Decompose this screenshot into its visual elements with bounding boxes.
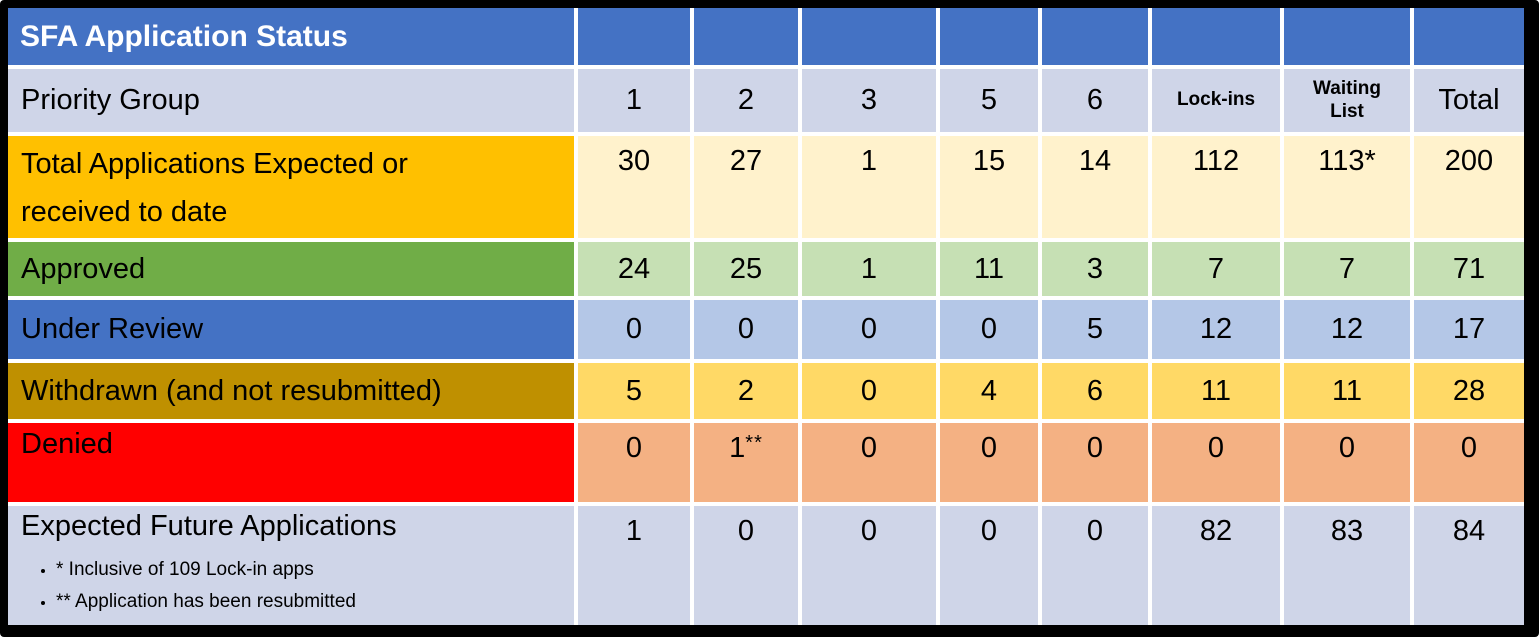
value-cell: 17 [1414,300,1524,359]
column-header-2: 2 [694,69,798,132]
value-cell: 11 [1152,363,1280,419]
value-cell: 1 [578,506,690,625]
header-spacer-cell [1414,8,1524,65]
value-cell: 11 [940,242,1038,296]
value-cell-with-footnote: 1 ** [694,423,798,502]
value-cell: 200 [1414,136,1524,238]
footnote-item: ** Application has been resubmitted [56,586,356,618]
value-cell: 25 [694,242,798,296]
header-spacer-cell [1152,8,1280,65]
value-cell: 0 [694,506,798,625]
header-spacer-cell [940,8,1038,65]
row-label-text: Expected Future Applications [21,510,397,542]
header-spacer-cell [1284,8,1410,65]
value-cell: 28 [1414,363,1524,419]
row-label-withdrawn: Withdrawn (and not resubmitted) [8,363,574,419]
value-cell: 0 [940,423,1038,502]
footnote-item: * Inclusive of 109 Lock-in apps [56,554,356,586]
value-cell: 0 [1042,506,1148,625]
value-text: 1 [729,432,746,464]
row-label-expected-future: Expected Future Applications * Inclusive… [8,506,574,625]
value-cell: 1 [802,242,936,296]
value-cell: 4 [940,363,1038,419]
row-label-approved: Approved [8,242,574,296]
value-cell: 0 [578,300,690,359]
column-header-lock-ins: Lock-ins [1152,69,1280,132]
value-cell: 27 [694,136,798,238]
value-cell: 5 [578,363,690,419]
value-cell: 0 [1414,423,1524,502]
value-cell: 112 [1152,136,1280,238]
value-cell: 24 [578,242,690,296]
column-header-5: 5 [940,69,1038,132]
value-cell: 6 [1042,363,1148,419]
footnote-marker: ** [745,432,763,454]
value-cell: 0 [940,506,1038,625]
value-cell: 14 [1042,136,1148,238]
table-title: SFA Application Status [8,8,574,65]
value-cell: 12 [1152,300,1280,359]
footnote-list: * Inclusive of 109 Lock-in apps ** Appli… [8,554,356,619]
value-cell: 0 [694,300,798,359]
row-label-total-applications: Total Applications Expected or received … [8,136,574,238]
value-cell: 12 [1284,300,1410,359]
value-cell: 113* [1284,136,1410,238]
value-cell: 5 [1042,300,1148,359]
value-cell: 7 [1284,242,1410,296]
header-spacer-cell [694,8,798,65]
value-cell: 71 [1414,242,1524,296]
value-cell: 3 [1042,242,1148,296]
column-header-waiting-list: Waiting List [1284,69,1410,132]
priority-group-label: Priority Group [8,69,574,132]
value-cell: 0 [802,300,936,359]
value-cell: 0 [1042,423,1148,502]
value-cell: 30 [578,136,690,238]
column-header-3: 3 [802,69,936,132]
value-cell: 84 [1414,506,1524,625]
value-cell: 1 [802,136,936,238]
value-cell: 0 [1284,423,1410,502]
value-cell: 11 [1284,363,1410,419]
value-cell: 0 [802,506,936,625]
value-cell: 0 [578,423,690,502]
header-spacer-cell [578,8,690,65]
value-cell: 0 [1152,423,1280,502]
header-spacer-cell [1042,8,1148,65]
column-header-1: 1 [578,69,690,132]
column-header-total: Total [1414,69,1524,132]
header-spacer-cell [802,8,936,65]
row-label-under-review: Under Review [8,300,574,359]
value-cell: 0 [802,363,936,419]
value-cell: 15 [940,136,1038,238]
value-cell: 7 [1152,242,1280,296]
value-cell: 0 [940,300,1038,359]
column-header-6: 6 [1042,69,1148,132]
row-label-text: Total Applications Expected or received … [21,148,408,228]
value-cell: 82 [1152,506,1280,625]
row-label-denied: Denied [8,423,574,502]
value-cell: 83 [1284,506,1410,625]
value-cell: 0 [802,423,936,502]
sfa-status-table: SFA Application Status Priority Group 1 … [8,8,1524,625]
value-cell: 2 [694,363,798,419]
